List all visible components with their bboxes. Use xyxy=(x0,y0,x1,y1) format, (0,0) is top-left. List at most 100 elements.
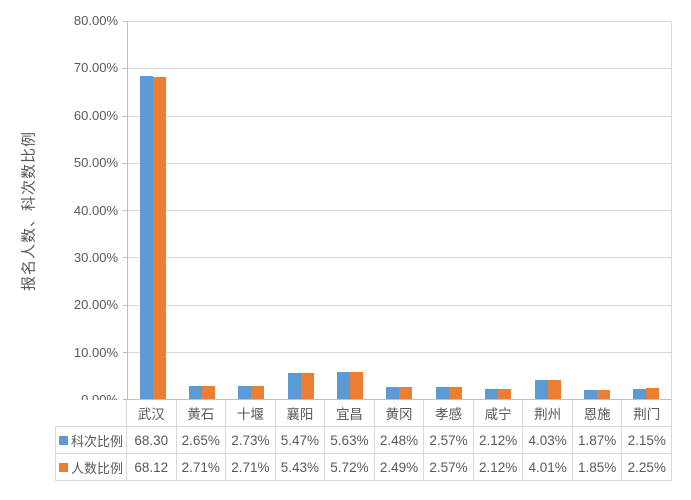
y-axis-tick-label: 30.00% xyxy=(73,249,118,265)
value-cell: 5.47% xyxy=(275,427,326,454)
bar-人数比例-恩施 xyxy=(596,390,610,399)
bar-group-咸宁 xyxy=(474,21,523,399)
value-cell: 5.63% xyxy=(325,427,375,454)
category-cell: 荆门 xyxy=(622,400,672,427)
legend-key-icon xyxy=(58,462,68,472)
bar-人数比例-襄阳 xyxy=(300,373,314,399)
bar-人数比例-荆州 xyxy=(547,380,561,399)
value-cell: 2.71% xyxy=(226,454,276,481)
y-axis-tick-mark xyxy=(123,115,127,117)
y-axis-tick-mark xyxy=(123,21,127,22)
bar-科次比例-宜昌 xyxy=(337,372,351,399)
plot-area xyxy=(123,21,672,400)
value-cell: 2.57% xyxy=(424,427,474,454)
value-cell: 2.15% xyxy=(622,427,672,454)
category-cell: 孝感 xyxy=(424,400,474,427)
y-axis-tick-mark xyxy=(123,257,127,259)
bar-group-孝感 xyxy=(424,21,473,399)
bar-group-十堰 xyxy=(227,21,276,399)
category-cell: 荆州 xyxy=(523,400,573,427)
value-cell: 2.57% xyxy=(424,454,474,481)
y-axis-tick-label: 20.00% xyxy=(73,297,118,313)
value-cell: 2.71% xyxy=(176,454,227,481)
bar-科次比例-荆州 xyxy=(534,379,548,399)
bar-group-荆门 xyxy=(622,21,671,399)
category-cell: 咸宁 xyxy=(473,400,524,427)
series-name: 人数比例 xyxy=(70,460,123,476)
bar-group-宜昌 xyxy=(325,21,374,399)
y-axis-tick-mark xyxy=(123,162,127,164)
bar-科次比例-孝感 xyxy=(435,386,449,399)
value-cell: 1.87% xyxy=(572,427,623,454)
y-axis-tick-label: 70.00% xyxy=(73,60,118,76)
category-cell: 恩施 xyxy=(572,400,623,427)
bar-科次比例-黄石 xyxy=(189,386,203,399)
bar-人数比例-武汉 xyxy=(152,77,166,399)
value-cell: 2.12% xyxy=(473,454,524,481)
y-axis-tick-mark xyxy=(123,68,127,70)
y-axis-tick-labels: 80.00% 70.00% 60.00% 50.00% 40.00% 30.00% 20.0… xyxy=(0,13,118,407)
bar-人数比例-十堰 xyxy=(251,386,265,399)
value-cell: 2.49% xyxy=(374,454,425,481)
value-cell: 4.01% xyxy=(523,454,573,481)
bar-人数比例-黄冈 xyxy=(399,387,413,399)
gridline xyxy=(128,21,671,22)
category-cell: 宜昌 xyxy=(325,400,375,427)
gridline xyxy=(128,68,671,70)
y-axis-tick-mark xyxy=(123,351,127,353)
bar-人数比例-咸宁 xyxy=(498,388,512,399)
gridline xyxy=(128,115,671,117)
y-axis-tick-label: 80.00% xyxy=(73,13,118,28)
y-axis-tick-label: 10.00% xyxy=(73,344,118,360)
gridline xyxy=(128,304,671,306)
gridline xyxy=(128,210,671,211)
bar-科次比例-黄冈 xyxy=(386,387,400,399)
category-cell: 黄石 xyxy=(176,400,227,427)
bar-科次比例-荆门 xyxy=(633,388,647,399)
value-cell: 2.12% xyxy=(473,427,524,454)
value-cell: 68.12 xyxy=(127,454,177,481)
category-cell: 黄冈 xyxy=(374,400,425,427)
value-cell: 5.72% xyxy=(325,454,375,481)
bar-科次比例-咸宁 xyxy=(485,388,499,399)
category-cell: 襄阳 xyxy=(275,400,326,427)
bar-人数比例-孝感 xyxy=(448,386,462,399)
value-cell: 68.30 xyxy=(127,427,177,454)
bar-group-襄阳 xyxy=(276,21,325,399)
y-axis-tick-label: 50.00% xyxy=(73,155,118,171)
bar-人数比例-荆门 xyxy=(646,388,660,399)
y-axis-tick-label: 40.00% xyxy=(73,202,118,218)
bar-人数比例-黄石 xyxy=(202,386,216,399)
bar-series-container xyxy=(128,21,671,399)
gridline xyxy=(128,351,671,353)
series-name: 科次比例 xyxy=(70,433,123,449)
y-axis-tick-mark xyxy=(123,399,127,400)
value-cell: 2.65% xyxy=(176,427,227,454)
bar-group-荆州 xyxy=(523,21,572,399)
y-axis-tick-mark xyxy=(123,304,127,306)
value-cell: 2.48% xyxy=(374,427,425,454)
legend-key-icon xyxy=(58,435,68,445)
bar-group-黄冈 xyxy=(375,21,424,399)
bar-科次比例-武汉 xyxy=(139,76,153,399)
bar-科次比例-恩施 xyxy=(583,390,597,399)
value-cell: 5.43% xyxy=(275,454,326,481)
value-cell: 1.85% xyxy=(572,454,623,481)
data-table: 武汉 黄石 十堰 襄阳 宜昌 黄冈 孝感 咸宁 荆州 恩施 荆门 科次比例 68.30 2.65% 2.73… xyxy=(55,400,672,481)
gridline xyxy=(128,162,671,164)
category-cell: 十堰 xyxy=(226,400,276,427)
bar-科次比例-襄阳 xyxy=(287,373,301,399)
series-label-cell: 人数比例 xyxy=(55,454,127,481)
y-axis-tick-mark xyxy=(123,210,127,211)
value-cell: 2.25% xyxy=(622,454,672,481)
category-cell: 武汉 xyxy=(127,400,177,427)
gridline xyxy=(128,257,671,259)
value-cell: 4.03% xyxy=(523,427,573,454)
bar-group-恩施 xyxy=(572,21,621,399)
bar-科次比例-十堰 xyxy=(238,386,252,399)
bar-group-黄石 xyxy=(177,21,226,399)
y-axis-tick-label: 60.00% xyxy=(73,107,118,123)
series-label-cell: 科次比例 xyxy=(55,427,127,454)
bar-人数比例-宜昌 xyxy=(350,371,364,399)
